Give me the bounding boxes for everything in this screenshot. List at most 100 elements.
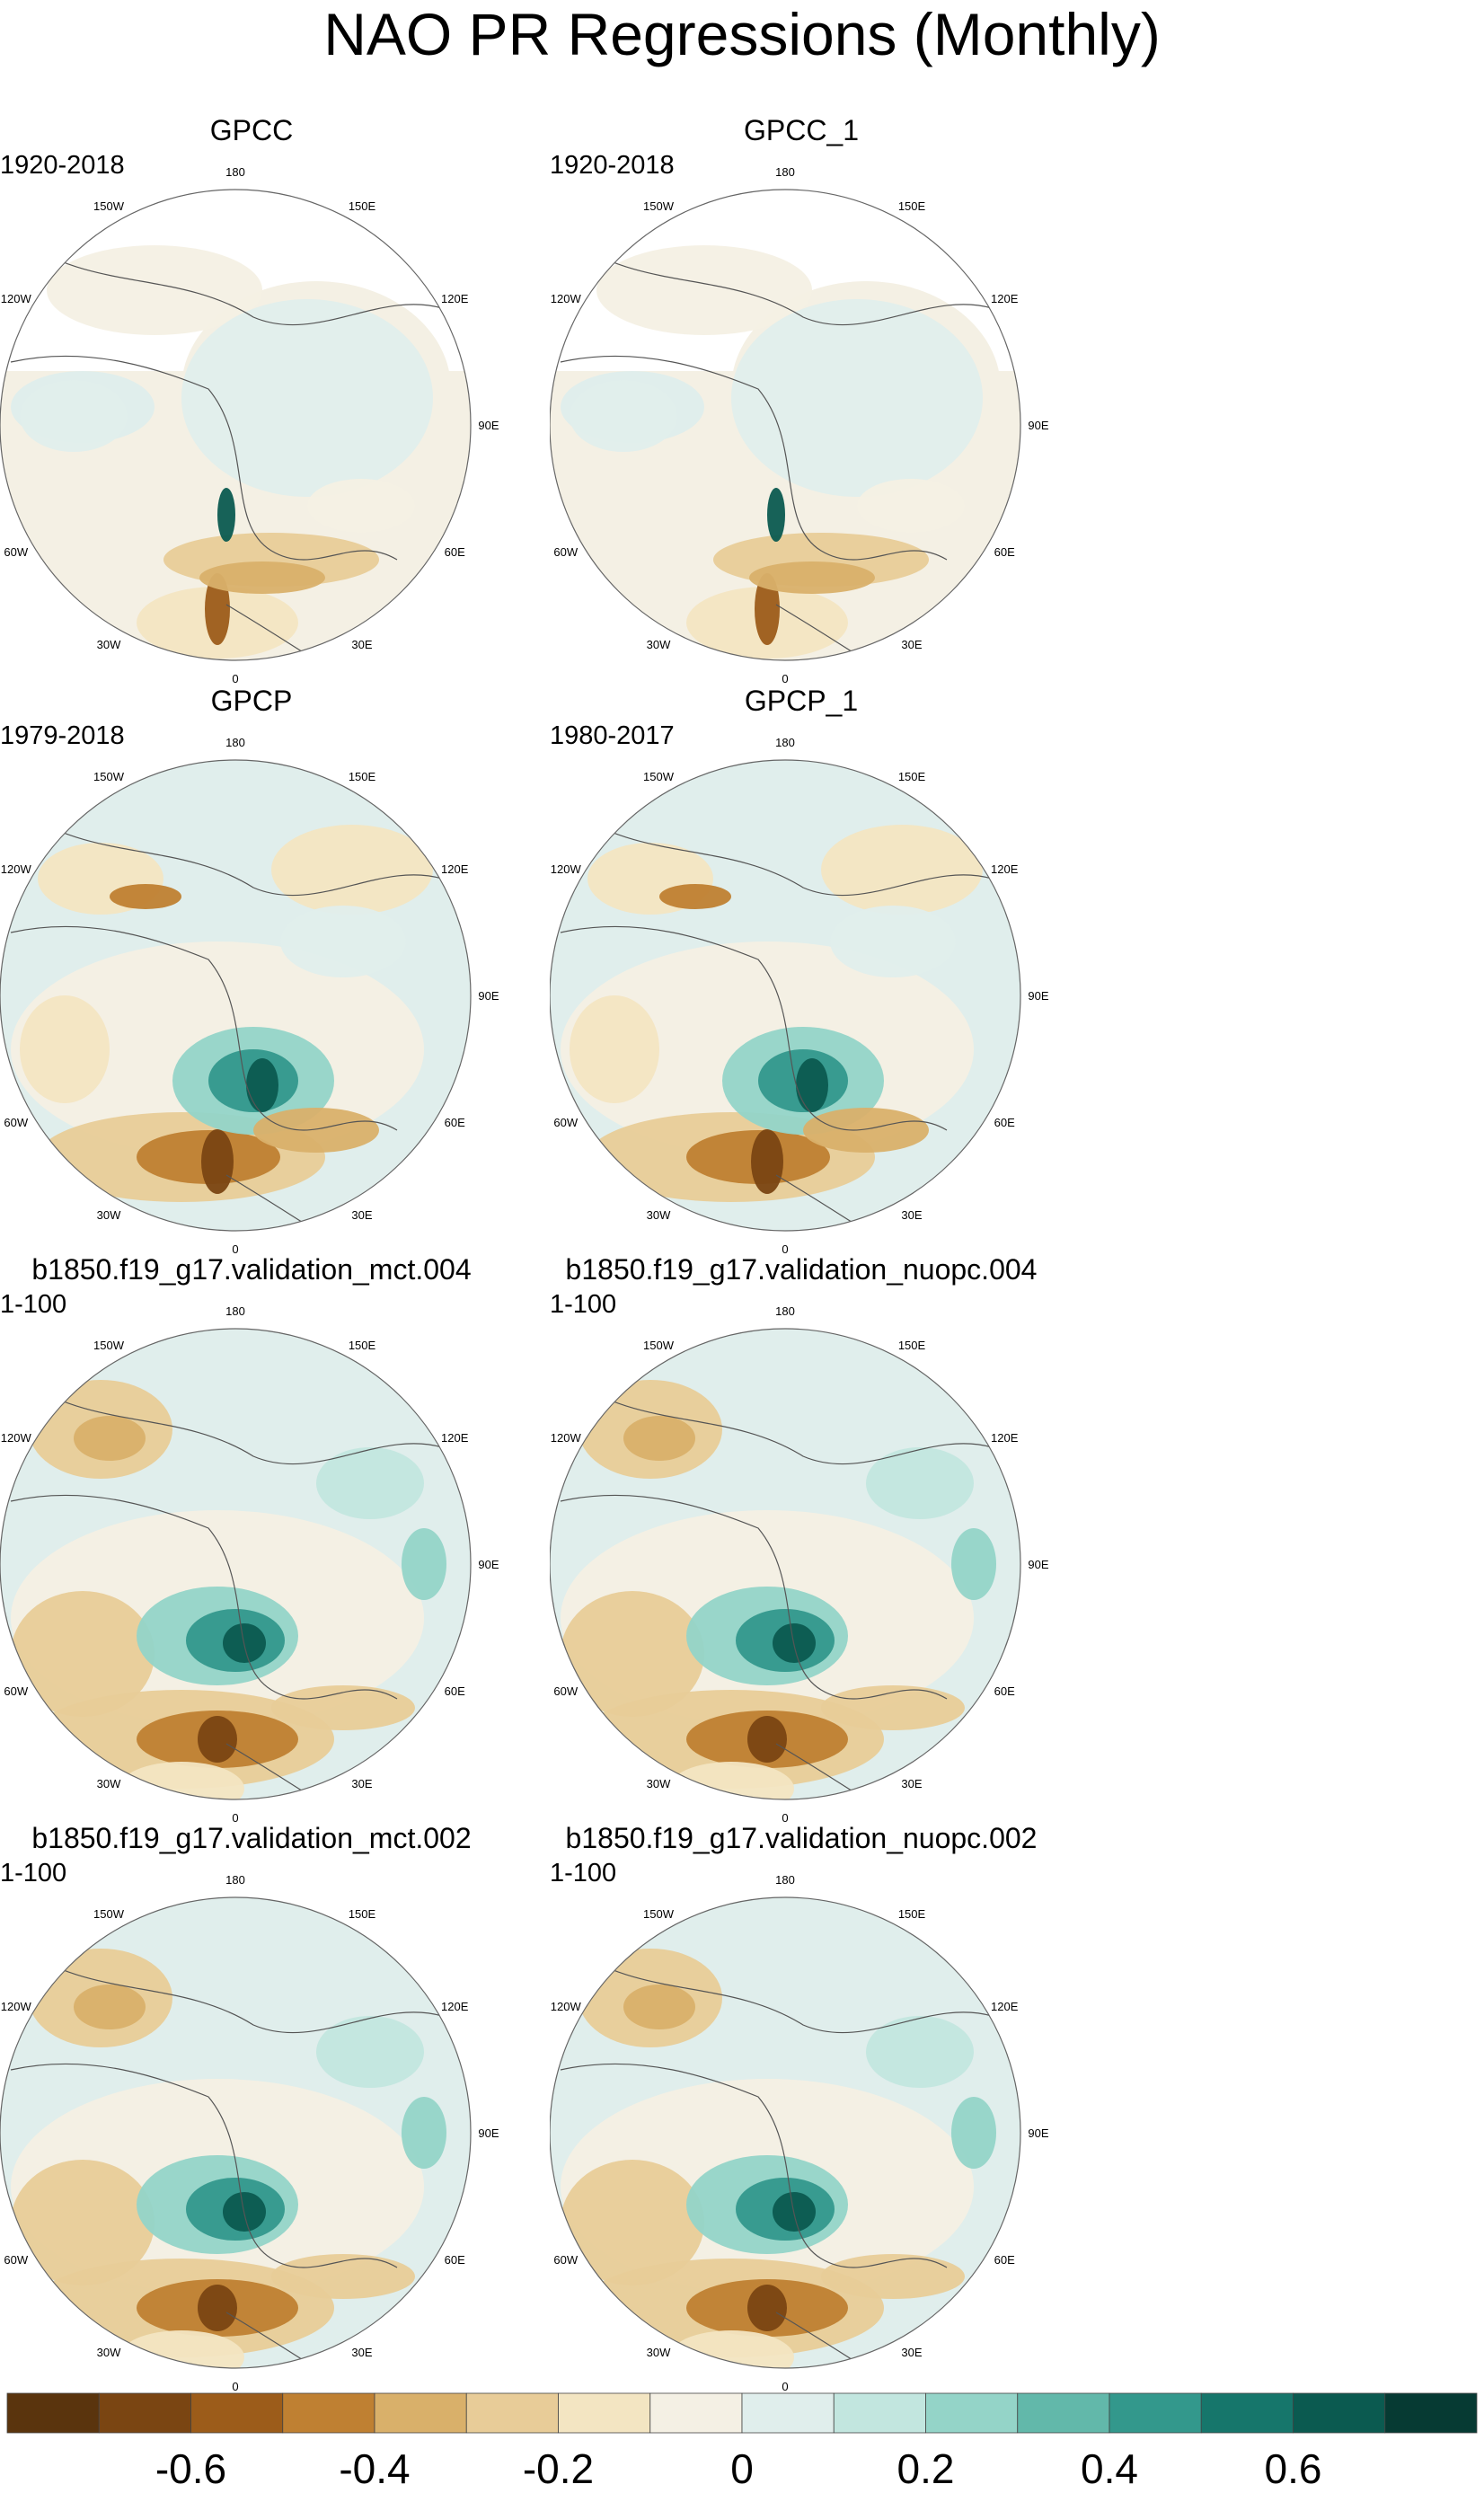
longitude-label: 150E xyxy=(349,1907,376,1921)
anomaly-blob xyxy=(402,2097,446,2169)
longitude-label: 30W xyxy=(647,1777,671,1790)
colorbar-swatch xyxy=(1017,2392,1110,2434)
longitude-label: 120E xyxy=(441,292,469,305)
longitude-label: 60E xyxy=(994,2253,1015,2267)
longitude-label: 120E xyxy=(991,2000,1019,2013)
panel-period: 1-100 xyxy=(550,1859,617,1887)
anomaly-blob xyxy=(119,2330,244,2368)
longitude-label: 120E xyxy=(441,1431,469,1445)
longitude-label: 150E xyxy=(898,1907,926,1921)
longitude-label: 180 xyxy=(225,736,245,749)
anomaly-blob xyxy=(866,2016,974,2088)
longitude-label: 150E xyxy=(898,770,926,783)
polar-map: 180150E120E90E60E30E030W60W90W120W150W xyxy=(550,165,1049,685)
anomaly-blob xyxy=(623,1416,695,1461)
longitude-label: 60W xyxy=(553,2253,578,2267)
anomaly-blob xyxy=(205,573,230,645)
panel-title: b1850.f19_g17.validation_nuopc.004 xyxy=(565,1253,1038,1286)
longitude-label: 0 xyxy=(232,672,238,685)
colorbar-swatch xyxy=(1293,2392,1386,2434)
longitude-label: 180 xyxy=(775,165,795,179)
anomaly-blob xyxy=(217,488,235,542)
colorbar-tick-label: -0.2 xyxy=(522,2445,595,2492)
longitude-label: 60W xyxy=(553,1116,578,1129)
longitude-label: 120W xyxy=(1,1431,32,1445)
anomaly-blob xyxy=(767,488,785,542)
anomaly-blob xyxy=(11,2160,155,2285)
anomaly-blob xyxy=(307,479,415,533)
panel-period: 1920-2018 xyxy=(550,151,675,180)
longitude-label: 120W xyxy=(1,292,32,305)
longitude-label: 0 xyxy=(782,1242,788,1256)
anomaly-blob xyxy=(11,1591,155,1717)
panel-title: GPCP xyxy=(210,685,293,717)
anomaly-blob xyxy=(951,1528,996,1600)
panel-title: b1850.f19_g17.validation_mct.002 xyxy=(31,1822,472,1854)
polar-map: 180150E120E90E60E30E030W60W90W120W150W xyxy=(0,1304,499,1825)
anomaly-blob xyxy=(198,1716,237,1763)
colorbar-tick-label: -0.6 xyxy=(155,2445,227,2492)
longitude-label: 150E xyxy=(898,199,926,213)
polar-map: 180150E120E90E60E30E030W60W90W120W150W xyxy=(0,1873,499,2393)
longitude-label: 120E xyxy=(991,292,1019,305)
longitude-label: 150W xyxy=(643,1339,675,1352)
longitude-label: 30W xyxy=(97,638,121,651)
panel-period: 1920-2018 xyxy=(0,151,125,180)
colorbar-tick-label: 0.2 xyxy=(897,2445,955,2492)
colorbar-swatch xyxy=(282,2392,375,2434)
anomaly-blob xyxy=(857,479,965,533)
map-panel: GPCC_1180150E120E90E60E30E030W60W90W120W… xyxy=(550,112,1053,685)
longitude-label: 150W xyxy=(93,1907,125,1921)
longitude-label: 60E xyxy=(445,1116,465,1129)
anomaly-blob xyxy=(596,245,812,335)
panel-title: GPCC_1 xyxy=(743,114,860,146)
anomaly-blob xyxy=(110,884,181,909)
colorbar-tick-label: 0.6 xyxy=(1264,2445,1322,2492)
anomaly-blob xyxy=(821,825,983,915)
longitude-label: 30E xyxy=(351,638,372,651)
longitude-label: 120W xyxy=(551,2000,582,2013)
anomaly-blob xyxy=(316,2016,424,2088)
anomaly-blob xyxy=(755,573,780,645)
anomaly-blob xyxy=(199,561,325,594)
anomaly-blob xyxy=(253,1108,379,1153)
anomaly-blob xyxy=(659,884,731,909)
anomaly-blob xyxy=(570,995,659,1103)
anomaly-blob xyxy=(271,825,433,915)
longitude-label: 150W xyxy=(93,199,125,213)
anomaly-blob xyxy=(47,245,262,335)
anomaly-blob xyxy=(181,299,433,497)
longitude-label: 120W xyxy=(1,862,32,876)
anomaly-blob xyxy=(747,1716,787,1763)
longitude-label: 60W xyxy=(553,545,578,559)
longitude-label: 30W xyxy=(97,2346,121,2359)
longitude-label: 60E xyxy=(994,545,1015,559)
longitude-label: 30E xyxy=(351,1208,372,1222)
longitude-label: 0 xyxy=(232,1242,238,1256)
anomaly-blob xyxy=(749,561,875,594)
colorbar-swatch xyxy=(925,2392,1019,2434)
colorbar-swatch xyxy=(833,2392,926,2434)
longitude-label: 60W xyxy=(4,545,28,559)
anomaly-blob xyxy=(830,906,956,977)
anomaly-blob xyxy=(570,380,677,452)
colorbar-tick-label: 0 xyxy=(730,2445,754,2492)
longitude-label: 30W xyxy=(97,1777,121,1790)
longitude-label: 0 xyxy=(232,2380,238,2393)
longitude-label: 30W xyxy=(647,2346,671,2359)
polar-map: 180150E120E90E60E30E030W60W90W120W150W xyxy=(550,736,1049,1256)
longitude-label: 0 xyxy=(782,1811,788,1825)
colorbar-swatch xyxy=(6,2392,100,2434)
colorbar-swatch xyxy=(98,2392,191,2434)
longitude-label: 120W xyxy=(551,862,582,876)
colorbar-swatch xyxy=(558,2392,651,2434)
longitude-label: 60E xyxy=(994,1116,1015,1129)
longitude-label: 60W xyxy=(553,1684,578,1698)
colorbar-swatch xyxy=(1200,2392,1294,2434)
map-panel: b1850.f19_g17.validation_mct.002 180 150E 1… xyxy=(0,1820,503,2393)
anomaly-blob xyxy=(731,299,983,497)
longitude-label: 120W xyxy=(551,292,582,305)
longitude-label: 30E xyxy=(901,2346,922,2359)
colorbar-tick-label: -0.4 xyxy=(339,2445,411,2492)
map-panel: b1850.f19_g17.validation_nuopc.004 180 150… xyxy=(550,1251,1053,1825)
